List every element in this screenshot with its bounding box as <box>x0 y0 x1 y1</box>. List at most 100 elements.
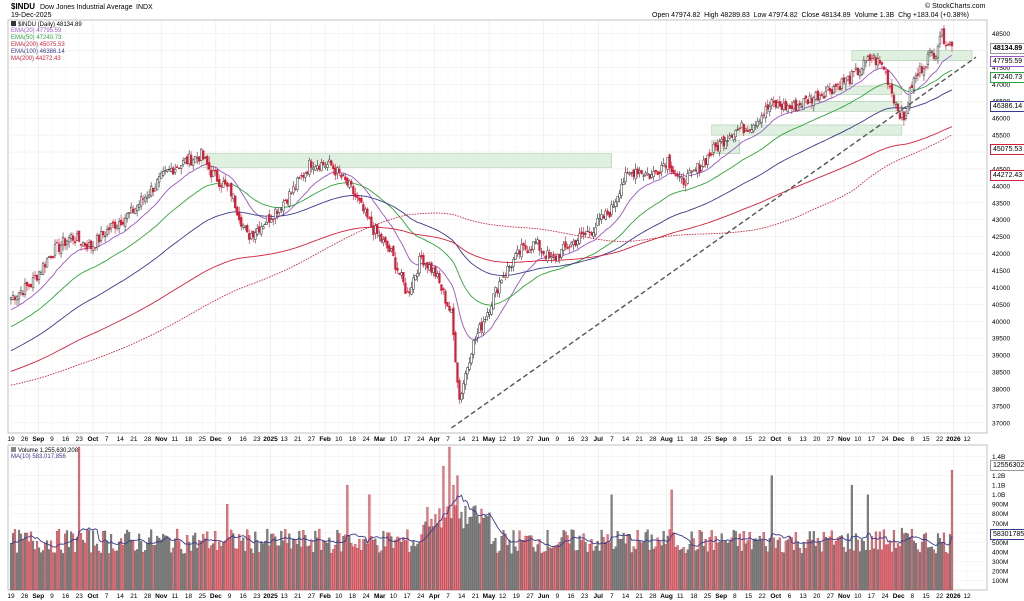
candle <box>824 85 827 99</box>
volume-bar <box>218 541 221 591</box>
candle-body <box>862 59 866 70</box>
x-tick-label: 21 <box>636 436 644 443</box>
candle-body <box>192 159 195 166</box>
volume-bar <box>528 535 531 591</box>
candle <box>93 247 97 252</box>
candle-body <box>714 142 717 147</box>
volume-bar <box>664 544 667 591</box>
ma200-tag: 44272.43 <box>990 170 1024 181</box>
candle-body <box>356 195 359 199</box>
volume-bar <box>786 539 789 591</box>
candle-body <box>672 169 675 174</box>
volume-bar <box>358 538 361 591</box>
volume-bar <box>412 540 415 591</box>
x-tick-label: 17 <box>403 436 411 443</box>
candle <box>802 98 805 110</box>
volume-bar <box>822 532 825 591</box>
volume-bar <box>106 540 109 591</box>
candle <box>230 181 233 202</box>
x-tick-label: 28 <box>649 436 657 443</box>
high-label: High <box>704 12 719 19</box>
volume-bar <box>436 523 439 591</box>
candle-body <box>216 169 219 182</box>
volume-bar <box>128 531 131 591</box>
volume-bar <box>632 546 635 591</box>
candle <box>206 154 209 171</box>
volume-bar <box>680 548 683 591</box>
high-value: 48289.83 <box>720 12 750 19</box>
volume-bar <box>468 516 471 591</box>
ema20-line <box>10 54 953 340</box>
candle <box>672 166 675 175</box>
candle-body <box>876 58 880 66</box>
x-tick-label: 9 <box>555 593 559 600</box>
candle-body <box>758 121 761 124</box>
candle <box>834 82 838 93</box>
candle <box>718 138 721 157</box>
volume-bar <box>490 544 493 591</box>
candle <box>200 147 203 161</box>
volume-bar <box>668 529 671 591</box>
candle-body <box>726 140 729 142</box>
volume-bar <box>408 551 411 591</box>
volume-bar <box>834 541 837 591</box>
candle-body <box>732 133 735 140</box>
candle-body <box>814 92 817 100</box>
candle-body <box>446 302 449 307</box>
candle <box>896 102 900 112</box>
candle-body <box>226 182 229 187</box>
volume-bar <box>654 546 657 591</box>
candle <box>386 240 389 253</box>
candle <box>356 192 359 203</box>
volume-bar <box>752 538 755 591</box>
volume-label: Volume <box>854 12 878 19</box>
volume-bar <box>330 552 333 591</box>
candle <box>476 328 479 343</box>
volume-bar <box>238 534 241 591</box>
volume-bar <box>15 552 19 591</box>
candle-body <box>99 231 103 241</box>
candle <box>662 158 665 167</box>
volume-bar <box>206 531 209 591</box>
candle-body <box>530 248 533 251</box>
volume-bar <box>390 536 393 591</box>
volume-bar <box>312 552 315 591</box>
candle <box>646 167 649 176</box>
candle-body <box>334 167 337 176</box>
candle <box>458 377 461 405</box>
candle-body <box>822 96 825 99</box>
volume-bar <box>308 545 311 591</box>
candle-body <box>782 102 785 110</box>
candle <box>796 104 799 112</box>
candle <box>380 232 383 244</box>
candle-body <box>332 165 335 170</box>
candle <box>19 286 23 296</box>
volume-tag: 1255630208 <box>990 460 1024 471</box>
volume-bar <box>156 535 159 591</box>
volume-bar <box>828 536 831 591</box>
volume-bar <box>820 551 823 591</box>
x-tick-label: Oct <box>88 436 100 443</box>
volume-bar <box>462 528 465 591</box>
candle-body <box>540 251 543 253</box>
volume-bar <box>416 543 419 591</box>
volume-bar <box>858 551 861 591</box>
volume-bar <box>714 536 717 591</box>
x-tick-label: 6 <box>788 436 792 443</box>
volume-bar <box>650 534 653 591</box>
candle-body <box>220 185 223 188</box>
volume-bar <box>454 505 457 591</box>
candle-body <box>848 75 852 85</box>
candle-body <box>666 157 669 170</box>
candle-body <box>768 106 771 112</box>
candle-body <box>101 231 105 236</box>
candle-body <box>676 173 679 177</box>
volume-bar <box>912 540 915 591</box>
candle <box>282 198 285 217</box>
candle-body <box>79 243 83 246</box>
candle-body <box>668 154 671 169</box>
candle <box>658 170 661 179</box>
candle-body <box>526 250 529 253</box>
candle-body <box>522 242 525 246</box>
candle-body <box>702 159 705 167</box>
